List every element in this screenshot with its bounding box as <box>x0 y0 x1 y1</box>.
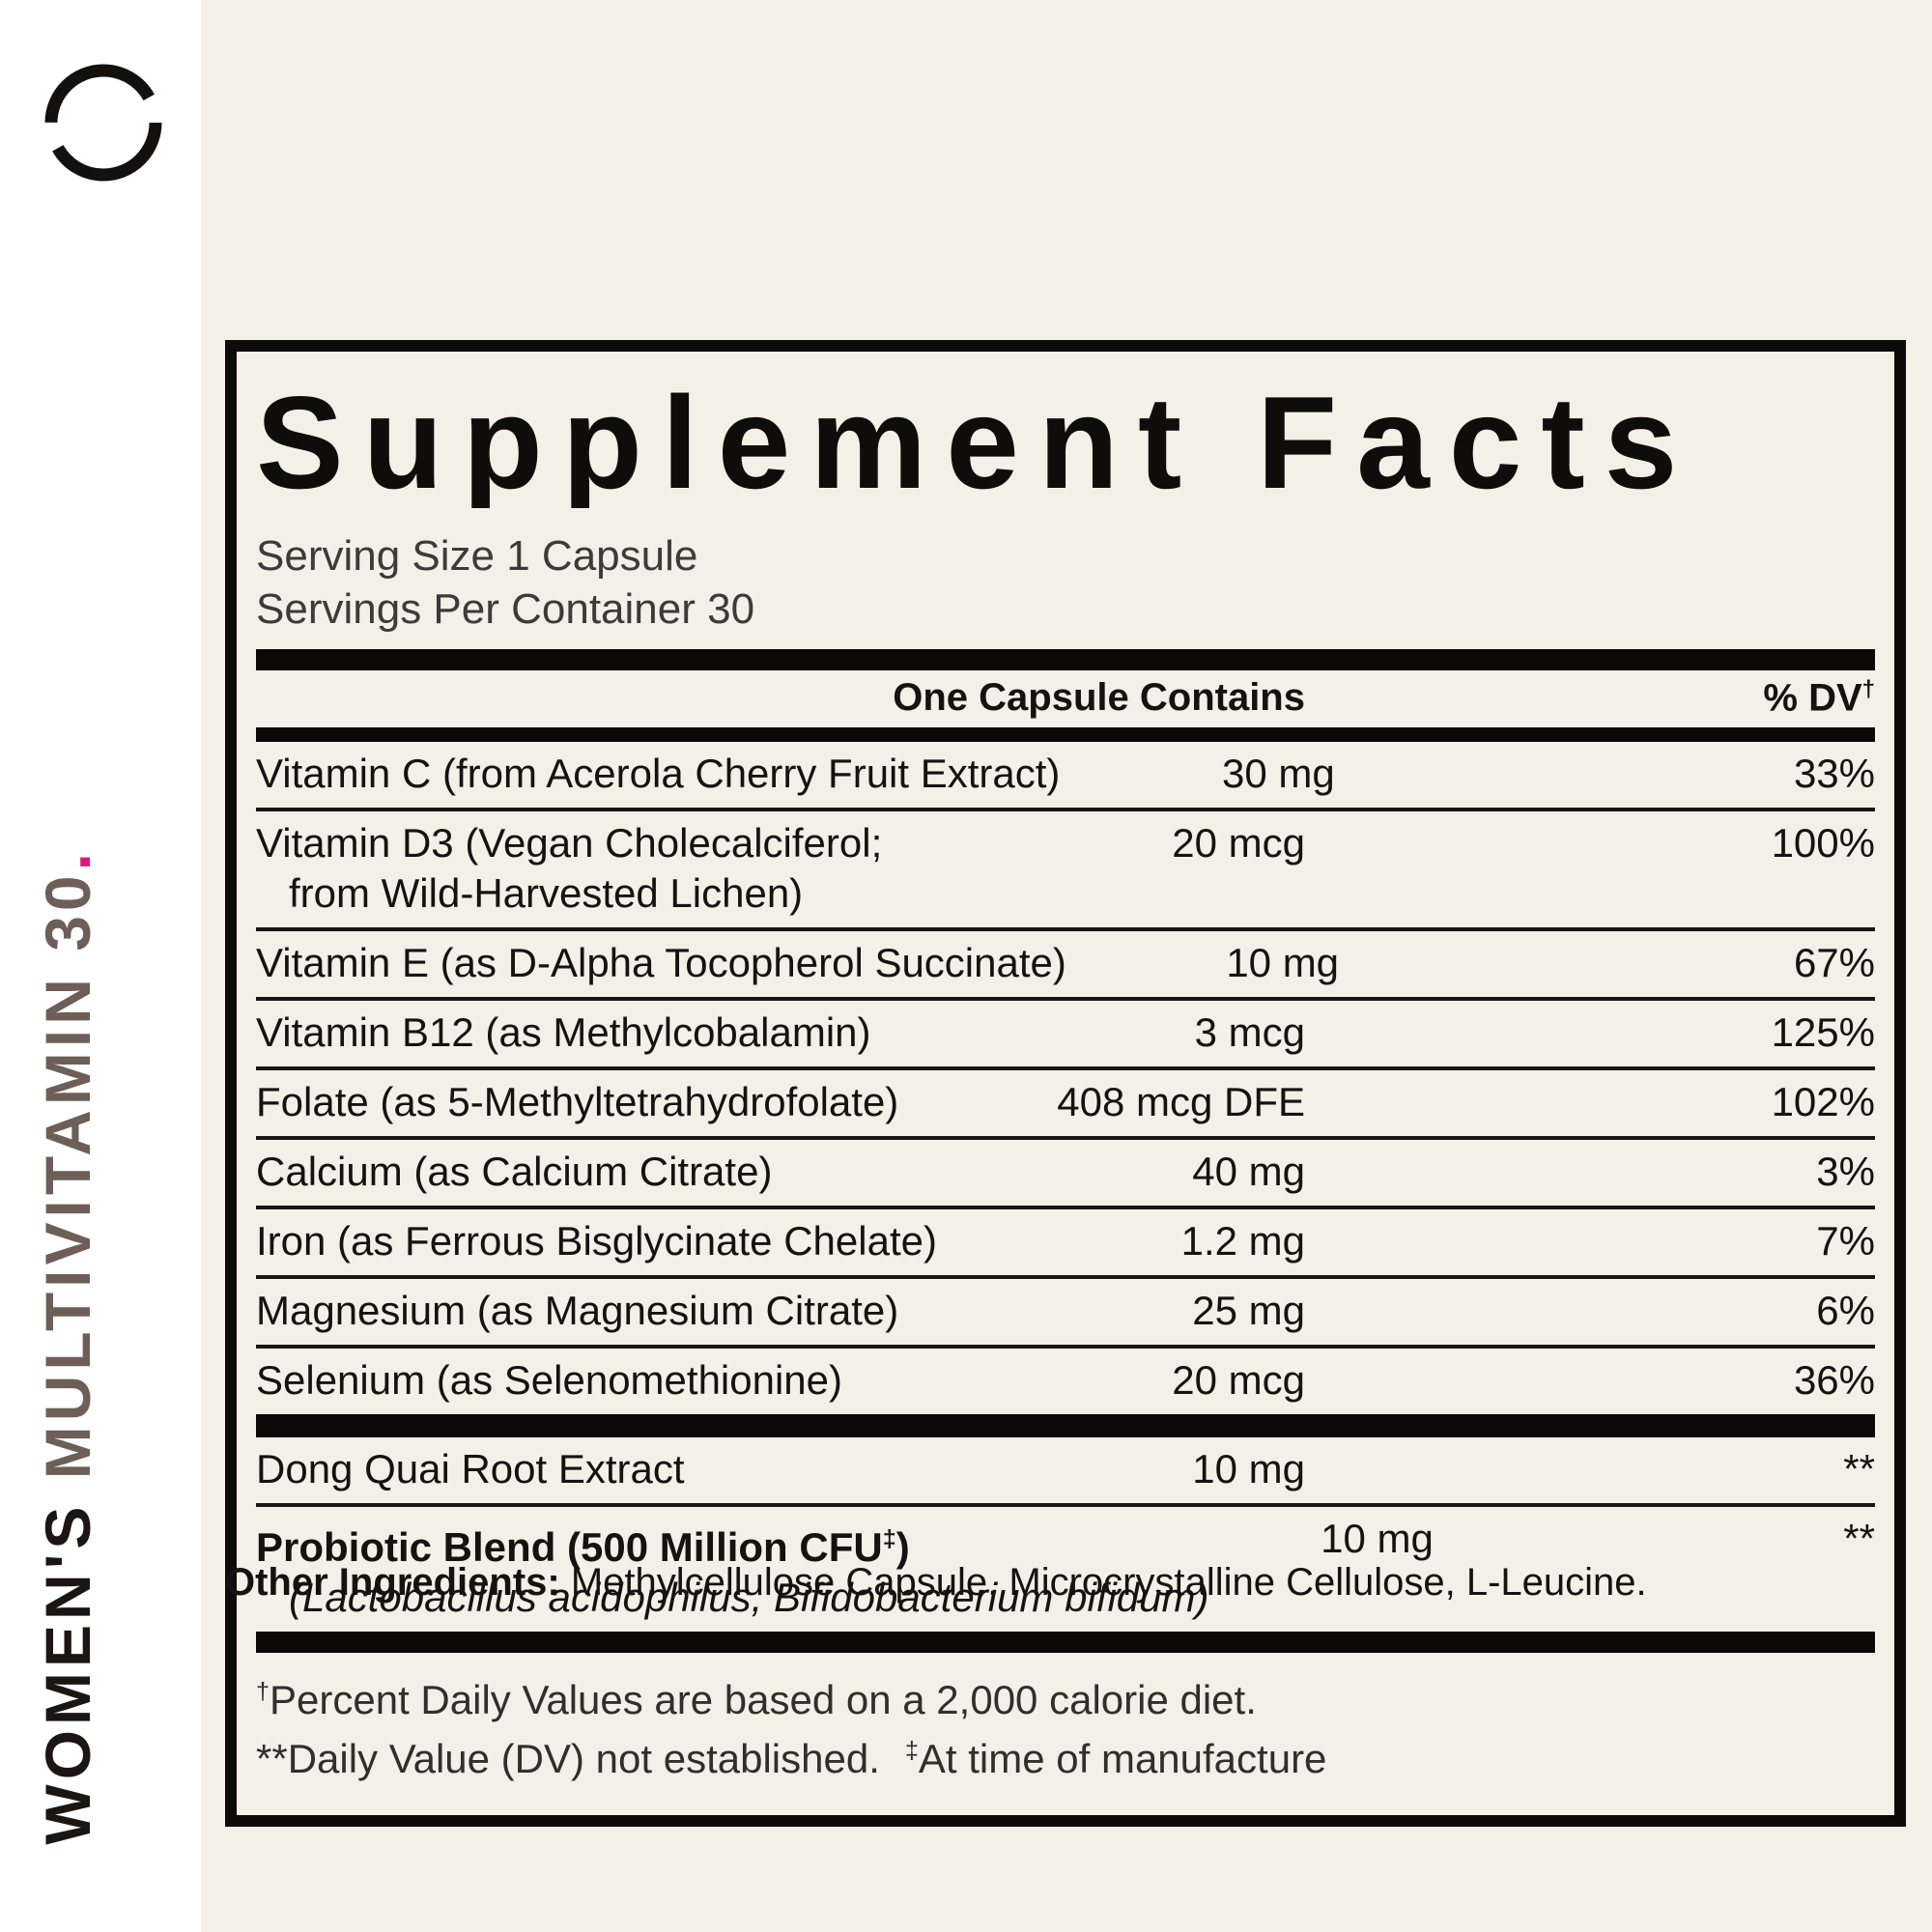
ingredient-dv: ** <box>1843 1516 1875 1562</box>
ingredient-dv: 102% <box>1771 1079 1875 1125</box>
ingredient-amount: 10 mg <box>1321 1516 1434 1562</box>
ingredient-name-line1: Probiotic Blend (500 Million CFU‡) <box>256 1524 910 1570</box>
table-row-magnesium: Magnesium (as Magnesium Citrate) 25 mg 6… <box>256 1279 1875 1350</box>
table-row-iron: Iron (as Ferrous Bisglycinate Chelate) 1… <box>256 1209 1875 1280</box>
table-row-vitamin-b12: Vitamin B12 (as Methylcobalamin) 3 mcg 1… <box>256 1001 1875 1071</box>
ingredient-name: Dong Quai Root Extract <box>256 1446 685 1492</box>
footnote-dv-not-established: **Daily Value (DV) not established. ‡At t… <box>256 1725 1875 1784</box>
probiotic-name-close: ) <box>895 1524 910 1571</box>
table-row-vitamin-d3: Vitamin D3 (Vegan Cholecalciferol; from … <box>256 811 1875 932</box>
footnote-daily-values: †Percent Daily Values are based on a 2,0… <box>256 1666 1875 1725</box>
ingredient-dv: 36% <box>1793 1357 1875 1404</box>
table-row-vitamin-e: Vitamin E (as D-Alpha Tocopherol Succina… <box>256 931 1875 1002</box>
dagger-symbol: † <box>256 1678 270 1706</box>
probiotic-name-text: Probiotic Blend (500 Million CFU <box>256 1524 883 1571</box>
ingredient-amount: 3 mcg <box>1194 1009 1305 1056</box>
left-white-strip: WOMEN'S MULTIVITAMIN 30. <box>0 0 201 1932</box>
table-row-dong-quai: Dong Quai Root Extract 10 mg ** <box>256 1437 1875 1508</box>
thick-rule-mid <box>256 1414 1875 1438</box>
ingredient-name: Magnesium (as Magnesium Citrate) <box>256 1288 899 1334</box>
table-header: One Capsule Contains % DV† <box>256 670 1875 727</box>
ingredient-amount: 25 mg <box>1192 1288 1305 1334</box>
header-dv-text: % DV <box>1763 676 1862 720</box>
other-ingredients-label: Other Ingredients: <box>225 1561 560 1604</box>
brand-space <box>32 1479 103 1501</box>
ingredient-dv: 125% <box>1771 1009 1875 1056</box>
ingredient-dv: 67% <box>1793 940 1875 986</box>
ingredient-dv: ** <box>1843 1446 1875 1492</box>
ingredient-name: Vitamin E (as D-Alpha Tocopherol Succina… <box>256 940 1066 986</box>
ingredient-amount: 10 mg <box>1192 1446 1305 1492</box>
table-row-probiotic-blend: Probiotic Blend (500 Million CFU‡) (Lact… <box>256 1507 1875 1632</box>
ingredient-amount: 20 mcg <box>1172 1357 1305 1404</box>
brand-womens: WOMEN'S <box>32 1501 103 1845</box>
brand-multivitamin: MULTIVITAMIN 30 <box>32 870 103 1480</box>
ingredient-amount: 10 mg <box>1226 940 1340 986</box>
table-row-selenium: Selenium (as Selenomethionine) 20 mcg 36… <box>256 1349 1875 1414</box>
thick-rule-top <box>256 649 1875 670</box>
table-row-vitamin-c: Vitamin C (from Acerola Cherry Fruit Ext… <box>256 742 1875 812</box>
thick-rule-bottom <box>256 1632 1875 1654</box>
footnotes: †Percent Daily Values are based on a 2,0… <box>256 1653 1875 1802</box>
ingredient-name: Selenium (as Selenomethionine) <box>256 1357 843 1404</box>
ingredient-dv: 33% <box>1793 751 1875 797</box>
double-dagger-symbol: ‡ <box>904 1737 919 1765</box>
double-dagger-symbol: ‡ <box>882 1525 896 1553</box>
vertical-brand-text: WOMEN'S MULTIVITAMIN 30. <box>31 848 104 1845</box>
footnote-text: **Daily Value (DV) not established. <box>256 1736 880 1782</box>
ingredient-amount: 40 mg <box>1192 1149 1305 1195</box>
other-ingredients-text: Methylcellulose Capsule, Microcrystallin… <box>559 1561 1647 1604</box>
ingredient-name: Calcium (as Calcium Citrate) <box>256 1149 773 1195</box>
ingredient-name: Folate (as 5-Methyltetrahydrofolate) <box>256 1079 899 1125</box>
ingredient-dv: 3% <box>1816 1149 1875 1195</box>
broken-circle-logo-icon <box>44 64 162 182</box>
dagger-symbol: † <box>1861 676 1875 702</box>
header-dv-column: % DV† <box>1305 676 1875 720</box>
thick-rule-header <box>256 727 1875 743</box>
footnote-text: Percent Daily Values are based on a 2,00… <box>270 1677 1257 1723</box>
ingredient-amount: 1.2 mg <box>1180 1218 1305 1264</box>
ingredient-dv: 6% <box>1816 1288 1875 1334</box>
ingredient-name: Vitamin B12 (as Methylcobalamin) <box>256 1009 871 1056</box>
ingredient-name: Vitamin C (from Acerola Cherry Fruit Ext… <box>256 751 1061 797</box>
ingredient-amount: 20 mcg <box>1172 820 1305 867</box>
ingredient-dv: 7% <box>1816 1218 1875 1264</box>
ingredient-name: Iron (as Ferrous Bisglycinate Chelate) <box>256 1218 937 1264</box>
table-row-calcium: Calcium (as Calcium Citrate) 40 mg 3% <box>256 1140 1875 1210</box>
ingredient-name: Vitamin D3 (Vegan Cholecalciferol; from … <box>256 818 1015 919</box>
footnote-text-manufacture: At time of manufacture <box>918 1736 1327 1782</box>
ingredient-amount: 408 mcg DFE <box>1057 1079 1305 1125</box>
ingredient-amount: 30 mg <box>1222 751 1335 797</box>
ingredient-name-line2: from Wild-Harvested Lichen) <box>289 870 804 917</box>
ingredient-dv: 100% <box>1771 820 1875 867</box>
other-ingredients-line: Other Ingredients: Methylcellulose Capsu… <box>225 1557 1911 1607</box>
header-amount-column: One Capsule Contains <box>893 676 1305 720</box>
ingredient-name-line1: Vitamin D3 (Vegan Cholecalciferol; <box>256 820 883 867</box>
ingredient-name-line2: (Lactobacillus acidophilus, Bifidobacter… <box>289 1575 1209 1621</box>
supplement-facts-panel: Supplement Facts Serving Size 1 Capsule … <box>225 340 1906 1828</box>
serving-size: Serving Size 1 Capsule <box>256 532 698 580</box>
panel-title: Supplement Facts <box>256 377 1697 508</box>
brand-pink-dot: . <box>32 848 103 871</box>
table-row-folate: Folate (as 5-Methyltetrahydrofolate) 408… <box>256 1070 1875 1141</box>
ingredient-name: Probiotic Blend (500 Million CFU‡) (Lact… <box>256 1514 1208 1623</box>
servings-per-container: Servings Per Container 30 <box>256 585 755 633</box>
